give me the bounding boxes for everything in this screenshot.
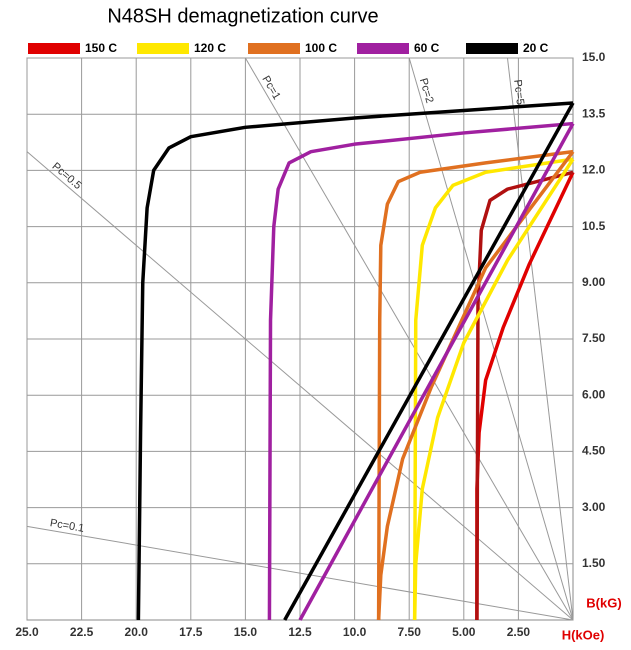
intrinsic-curve	[376, 149, 574, 621]
legend-label: 120 C	[194, 41, 226, 55]
normal-curve	[376, 150, 575, 621]
legend-swatch	[28, 43, 80, 54]
y-axis-label: B(kG)	[586, 595, 621, 610]
legend-label: 100 C	[305, 41, 337, 55]
x-tick-label: 15.0	[234, 625, 258, 639]
legend-label: 60 C	[414, 41, 440, 55]
x-tick-label: 5.00	[452, 625, 476, 639]
intrinsic-curve	[267, 121, 574, 621]
load-line	[244, 57, 574, 621]
load-line	[506, 57, 574, 621]
x-tick-label: 2.50	[507, 625, 531, 639]
legend-label: 20 C	[523, 41, 549, 55]
load-line	[26, 151, 574, 621]
x-tick-label: 25.0	[15, 625, 39, 639]
legend-swatch	[466, 43, 518, 54]
y-tick-label: 3.00	[582, 500, 606, 514]
y-tick-label: 4.50	[582, 444, 606, 458]
legend-swatch	[248, 43, 300, 54]
load-line	[408, 57, 574, 621]
x-tick-label: 10.0	[343, 625, 367, 639]
load-line-label: Pc=0.1	[49, 517, 85, 535]
chart-title: N48SH demagnetization curve	[107, 5, 378, 27]
legend-swatch	[137, 43, 189, 54]
y-tick-label: 15.0	[582, 50, 606, 64]
intrinsic-curve	[136, 101, 574, 621]
y-tick-label: 7.50	[582, 331, 606, 345]
x-tick-label: 7.50	[398, 625, 422, 639]
y-tick-label: 6.00	[582, 387, 606, 401]
y-tick-label: 9.00	[582, 275, 606, 289]
legend-label: 150 C	[85, 41, 117, 55]
y-tick-label: 12.0	[582, 163, 606, 177]
legend-swatch	[357, 43, 409, 54]
x-tick-label: 12.5	[288, 625, 312, 639]
x-tick-label: 17.5	[179, 625, 203, 639]
intrinsic-curve	[412, 157, 574, 621]
intrinsic-curve	[475, 170, 574, 621]
y-tick-label: 13.5	[582, 106, 606, 120]
x-axis-label: H(kOe)	[562, 627, 605, 642]
normal-curve	[283, 102, 575, 621]
normal-curve	[298, 122, 575, 621]
y-tick-label: 10.5	[582, 219, 606, 233]
x-tick-label: 20.0	[125, 625, 149, 639]
load-line	[26, 525, 574, 621]
y-tick-label: 1.50	[582, 556, 606, 570]
x-tick-label: 22.5	[70, 625, 94, 639]
load-line-label: Pc=5	[511, 79, 526, 106]
